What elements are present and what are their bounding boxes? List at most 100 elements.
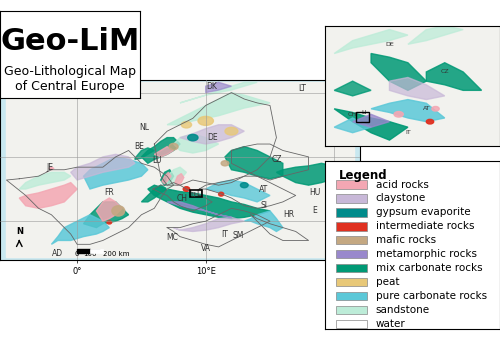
Polygon shape [352,114,390,127]
Polygon shape [52,215,110,244]
Polygon shape [334,109,408,140]
Text: sandstone: sandstone [376,305,430,315]
Ellipse shape [112,206,124,216]
Polygon shape [180,125,244,144]
Polygon shape [371,54,426,90]
Bar [356,112,369,122]
Text: NL: NL [139,123,149,132]
Text: HR: HR [284,210,295,219]
Polygon shape [6,82,354,257]
Polygon shape [20,183,77,208]
FancyBboxPatch shape [336,194,367,203]
Polygon shape [49,167,54,170]
Text: Geo-LiM: Geo-LiM [0,27,140,56]
FancyBboxPatch shape [336,292,367,300]
Polygon shape [180,82,257,103]
Text: LI: LI [361,110,366,115]
FancyBboxPatch shape [336,250,367,258]
FancyBboxPatch shape [336,320,367,328]
Polygon shape [225,147,283,179]
Text: LI: LI [190,192,196,198]
Polygon shape [142,138,180,163]
Ellipse shape [188,134,198,141]
FancyBboxPatch shape [336,306,367,314]
Text: N: N [16,227,23,236]
Text: JE: JE [46,163,54,172]
Text: mix carbonate rocks: mix carbonate rocks [376,263,482,273]
Ellipse shape [218,192,224,196]
Polygon shape [142,185,167,202]
Polygon shape [371,99,444,122]
Text: LI: LI [196,189,203,198]
Text: CZ: CZ [271,155,281,164]
Text: metamorphic rocks: metamorphic rocks [376,249,477,259]
Text: DE: DE [385,42,394,47]
Text: FR: FR [104,188,114,197]
Polygon shape [426,63,482,90]
Polygon shape [334,29,408,54]
FancyBboxPatch shape [336,278,367,286]
Polygon shape [175,174,184,185]
Text: gypsum evaporite: gypsum evaporite [376,208,470,217]
Ellipse shape [240,183,248,188]
Polygon shape [96,198,122,221]
Polygon shape [84,202,128,228]
Text: Geo-Lithological Map
of Central Europe: Geo-Lithological Map of Central Europe [4,65,136,93]
Polygon shape [20,172,70,189]
Polygon shape [160,170,173,185]
Text: HU: HU [310,188,320,197]
Text: 100: 100 [83,251,97,257]
Polygon shape [174,217,244,231]
Text: IT: IT [222,230,228,239]
Text: DE: DE [207,133,218,142]
Text: CH: CH [177,194,188,203]
Text: claystone: claystone [376,194,426,203]
Polygon shape [408,26,463,44]
Ellipse shape [432,106,439,111]
Ellipse shape [198,117,214,125]
Bar [190,190,202,197]
Polygon shape [174,134,218,153]
Ellipse shape [426,119,434,124]
Bar [90,250,103,253]
Text: pure carbonate rocks: pure carbonate rocks [376,291,487,301]
Text: acid rocks: acid rocks [376,180,428,189]
Polygon shape [148,185,270,219]
Text: RU: RU [336,88,346,97]
Polygon shape [334,81,371,96]
FancyBboxPatch shape [336,180,367,189]
Text: mafic rocks: mafic rocks [376,235,436,245]
Ellipse shape [182,121,192,128]
Text: IT: IT [405,130,411,135]
Text: BE: BE [134,142,144,151]
Text: CH: CH [348,112,357,117]
Polygon shape [390,77,444,99]
Polygon shape [276,163,340,185]
Text: 200 km: 200 km [103,251,130,257]
Polygon shape [244,211,283,231]
Text: LT: LT [298,84,306,93]
Text: AT: AT [422,106,430,111]
Polygon shape [206,82,232,93]
Ellipse shape [394,112,404,117]
Polygon shape [167,202,232,217]
Text: E: E [312,206,318,215]
Polygon shape [135,148,154,160]
Text: water: water [376,319,406,329]
Text: CZ: CZ [440,69,449,75]
FancyBboxPatch shape [336,222,367,231]
Text: SI: SI [260,201,267,210]
FancyBboxPatch shape [336,208,367,217]
Text: VA: VA [200,244,210,253]
FancyBboxPatch shape [336,264,367,272]
Text: peat: peat [376,277,399,287]
Ellipse shape [221,161,229,166]
Text: Legend: Legend [339,169,388,182]
Ellipse shape [225,127,238,135]
Text: AT: AT [259,184,268,194]
Bar [77,250,90,253]
Text: 0: 0 [75,251,80,257]
Ellipse shape [107,221,112,224]
Polygon shape [334,118,371,133]
Polygon shape [167,93,270,125]
